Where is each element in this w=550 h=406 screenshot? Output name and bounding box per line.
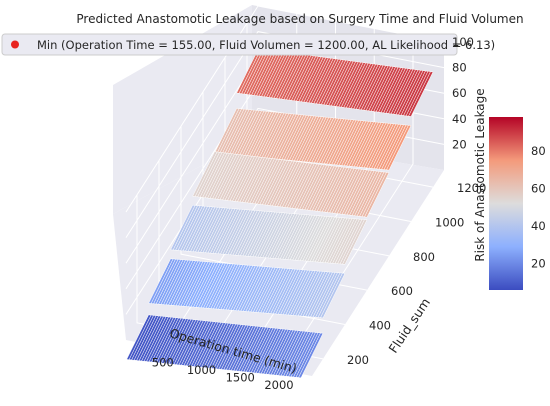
x-tick-label: 2000 (264, 378, 293, 392)
z-tick-label: 40 (452, 112, 467, 126)
z-tick-label: 80 (452, 61, 467, 75)
surface-cell (386, 124, 412, 171)
z-tick-labels: 20 40 60 80 100 (452, 35, 474, 151)
colorbar-tick-label: 20 (531, 257, 546, 271)
colorbar: 20 40 60 80 Risk of Anastomotic Leakage (473, 88, 546, 290)
colorbar-gradient (489, 117, 523, 290)
colorbar-tick-label: 80 (531, 144, 546, 158)
y-tick-label: 400 (369, 319, 391, 333)
legend-marker (11, 40, 19, 49)
legend-frame (1, 33, 458, 56)
y-tick-label: 200 (347, 353, 369, 367)
surface-cell (320, 272, 346, 319)
z-tick-label: 20 (452, 137, 467, 151)
surface-cell (364, 172, 390, 218)
colorbar-ticks: 20 40 60 80 (531, 144, 546, 271)
colorbar-label: Risk of Anastomotic Leakage (473, 88, 487, 261)
y-tick-label: 600 (391, 284, 413, 298)
y-tick-label: 1200 (457, 181, 486, 195)
surface-cell (342, 219, 368, 265)
legend-label: Min (Operation Time = 155.00, Fluid Volu… (37, 38, 495, 52)
colorbar-tick-label: 60 (531, 181, 546, 195)
x-tick-label: 500 (152, 356, 174, 370)
x-tick-label: 1500 (226, 371, 255, 385)
surface-cell (298, 332, 324, 379)
grid-line (125, 31, 445, 238)
surface-plot (126, 48, 434, 379)
z-tick-label: 60 (452, 86, 467, 100)
back-pane-left (113, 5, 252, 214)
y-tick-labels: 200 400 600 800 1000 1200 (347, 181, 486, 367)
legend: Min (Operation Time = 155.00, Fluid Volu… (1, 33, 495, 56)
z-tick-label: 100 (452, 35, 474, 49)
grid-line (125, 5, 445, 213)
y-tick-label: 800 (413, 250, 435, 264)
y-axis-label: Fluid_sum (385, 295, 433, 356)
x-tick-label: 1000 (187, 363, 216, 377)
colorbar-tick-label: 40 (531, 219, 546, 233)
chart-title: Predicted Anastomotic Leakage based on S… (76, 12, 523, 26)
surface-cell (408, 71, 434, 117)
y-tick-label: 1000 (435, 216, 464, 230)
x-tick-labels: 500 1000 1500 2000 (152, 356, 294, 393)
